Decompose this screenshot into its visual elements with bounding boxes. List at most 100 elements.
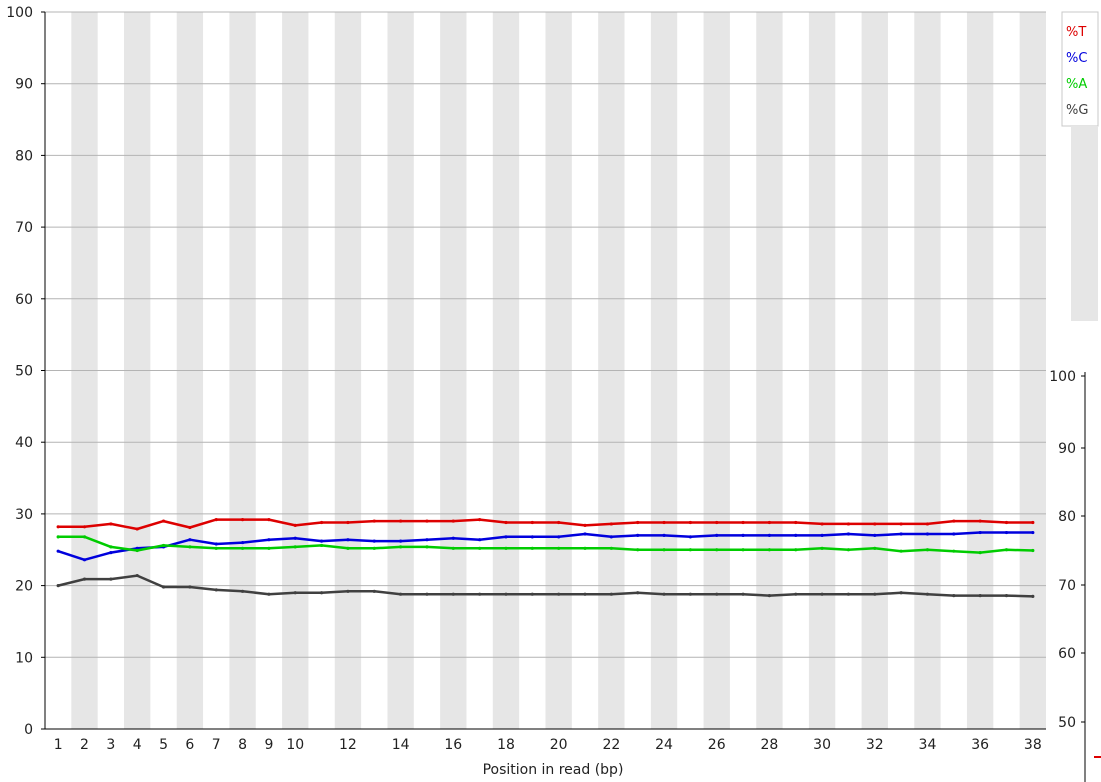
y-tick-label: 0: [24, 722, 33, 738]
data-point: [188, 545, 192, 549]
data-point: [319, 539, 324, 543]
data-point: [952, 519, 956, 523]
legend-band: [1071, 126, 1098, 321]
x-tick-label: 32: [866, 737, 884, 753]
data-point: [293, 591, 297, 595]
data-point: [346, 538, 350, 542]
data-point: [214, 518, 218, 522]
data-point: [609, 592, 613, 596]
data-point: [82, 577, 87, 581]
data-point: [451, 519, 455, 523]
data-point: [899, 522, 903, 526]
y-tick-label: 50: [15, 364, 33, 380]
data-point: [82, 525, 87, 529]
y-tick-label: 30: [15, 507, 33, 523]
data-point: [820, 592, 824, 596]
overlay-tick-label: 100: [1049, 369, 1076, 385]
data-point: [346, 520, 350, 525]
data-point: [293, 536, 297, 540]
y-tick-label: 20: [15, 579, 33, 595]
data-point: [741, 533, 745, 538]
data-point: [609, 546, 613, 550]
data-point: [530, 535, 534, 539]
data-point: [846, 592, 851, 596]
x-tick-label: 38: [1024, 737, 1042, 753]
x-tick-label: 12: [339, 737, 357, 753]
data-point: [688, 520, 692, 525]
data-point: [451, 592, 455, 596]
data-point: [109, 551, 113, 555]
data-point: [530, 546, 534, 550]
y-tick-label: 90: [15, 77, 33, 93]
x-tick-label: 6: [185, 737, 194, 753]
series-line: [57, 531, 1033, 562]
y-tick-label: 70: [15, 220, 33, 236]
data-point: [662, 533, 666, 538]
x-tick-label: 34: [919, 737, 937, 753]
overlay-panel: [1058, 363, 1101, 782]
y-tick-label: 10: [15, 650, 33, 666]
data-point: [188, 525, 192, 530]
overlay-tick-label: 60: [1058, 646, 1076, 662]
data-point: [478, 518, 482, 522]
data-point: [372, 539, 376, 543]
data-point: [372, 589, 376, 593]
data-point: [794, 548, 798, 552]
data-point: [767, 533, 772, 538]
data-point: [1004, 520, 1009, 525]
data-point: [688, 548, 692, 552]
data-point: [846, 522, 851, 526]
data-point: [557, 520, 561, 525]
data-point: [399, 539, 403, 543]
y-tick-label: 80: [15, 148, 33, 164]
x-tick-label: 14: [392, 737, 410, 753]
data-point: [583, 532, 587, 536]
series-lines: [56, 518, 1035, 598]
data-point: [636, 591, 640, 595]
data-point: [846, 532, 851, 536]
x-tick-label: 30: [813, 737, 831, 753]
y-axis-ticks: 0 10 20 30 40 50 60 70 80 90 100: [6, 5, 45, 738]
data-point: [399, 545, 403, 549]
data-point: [741, 520, 745, 525]
data-point: [293, 523, 297, 527]
data-point: [188, 585, 192, 589]
data-point: [82, 558, 87, 562]
data-point: [451, 536, 455, 540]
data-point: [267, 538, 271, 542]
x-tick-label: 7: [212, 737, 221, 753]
data-point: [267, 518, 271, 522]
data-point: [425, 592, 429, 596]
data-point: [609, 522, 613, 526]
data-point: [820, 533, 824, 538]
series-line: [58, 518, 1033, 531]
y-tick-label: 40: [15, 435, 33, 451]
data-point: [873, 592, 877, 596]
data-point: [56, 525, 60, 529]
data-point: [504, 535, 508, 539]
secondary-chart-overlay: 50 60 70 80 90 100: [1049, 363, 1101, 782]
x-tick-label: 9: [264, 737, 273, 753]
data-point: [56, 535, 60, 539]
data-point: [425, 545, 429, 549]
data-point: [214, 542, 218, 546]
data-point: [767, 520, 772, 525]
data-point: [899, 549, 903, 553]
data-point: [372, 519, 376, 523]
data-point: [925, 532, 930, 536]
legend-entry: %G: [1066, 103, 1088, 118]
data-point: [399, 519, 403, 523]
data-point: [978, 551, 982, 555]
series-line: [58, 535, 1033, 554]
data-point: [399, 592, 403, 596]
x-tick-label: 8: [238, 737, 247, 753]
data-point: [1031, 520, 1035, 525]
legend-entry: %A: [1066, 77, 1087, 92]
data-point: [583, 523, 587, 527]
legend-entry: %C: [1066, 51, 1087, 66]
x-tick-label: 20: [550, 737, 568, 753]
data-point: [240, 546, 245, 550]
x-tick-label: 10: [286, 737, 304, 753]
data-point: [319, 543, 324, 548]
y-tick-label: 60: [15, 292, 33, 308]
